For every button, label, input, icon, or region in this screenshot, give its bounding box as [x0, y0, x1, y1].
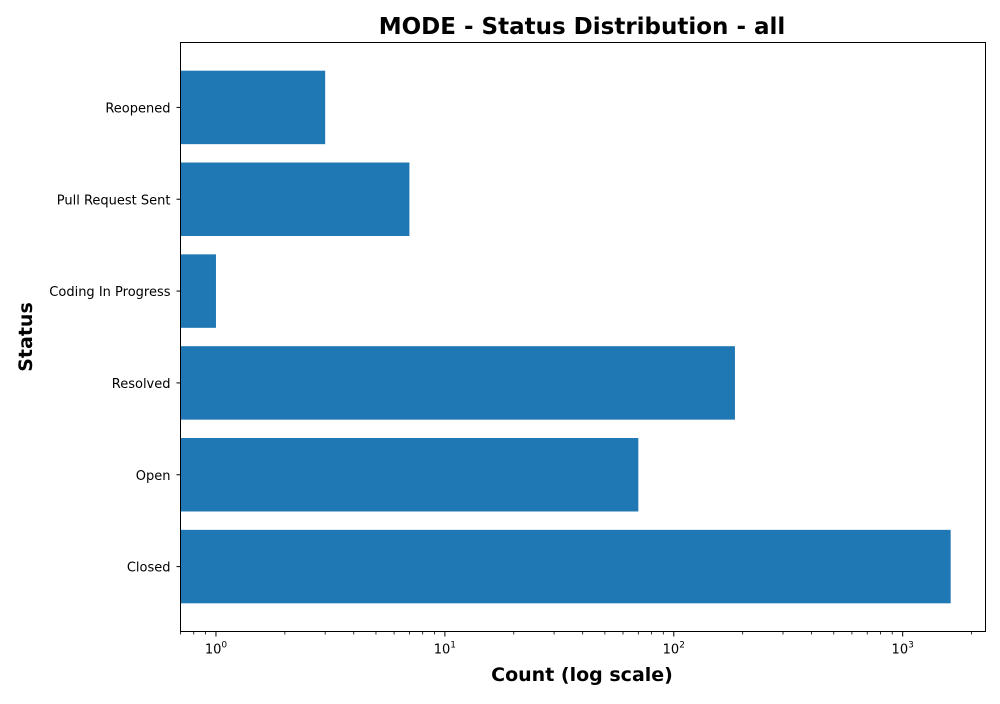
x-tick-label: 100	[205, 641, 228, 658]
y-tick-label-reopened: Reopened	[105, 101, 170, 116]
x-tick-label: 103	[892, 641, 914, 658]
y-tick-label-coding-in-progress: Coding In Progress	[49, 285, 170, 300]
y-tick-label-resolved: Resolved	[112, 377, 171, 392]
x-axis: 100 101 102 103	[180, 631, 973, 658]
bar-reopened	[180, 70, 326, 145]
bar-closed	[180, 529, 951, 604]
y-tick-label-open: Open	[136, 469, 171, 484]
y-axis: Closed Open Resolved Coding In Progress Pull…	[49, 101, 181, 576]
chart-title: MODE - Status Distribution - all	[379, 14, 786, 40]
bar-coding-in-progress	[180, 254, 216, 328]
y-axis-label: Status	[15, 302, 37, 372]
bar-open	[180, 438, 639, 512]
x-tick-label: 102	[663, 641, 685, 658]
x-axis-label: Count (log scale)	[491, 664, 673, 686]
y-tick-label-pull-request-sent: Pull Request Sent	[57, 193, 171, 208]
plot-area-frame	[180, 42, 986, 632]
bar-resolved	[180, 346, 735, 420]
bars-layer	[180, 70, 951, 604]
y-tick-label-closed: Closed	[127, 561, 171, 576]
bar-pull-request-sent	[180, 162, 410, 236]
x-tick-label: 101	[434, 641, 456, 658]
